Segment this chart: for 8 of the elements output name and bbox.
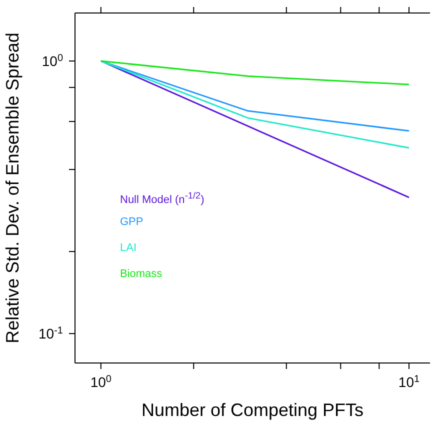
x-axis-title: Number of Competing PFTs [141,400,364,420]
text: Biomass [120,268,162,280]
text: LAI [120,242,137,254]
text: Null Model (n$^{-1/2}$) [120,190,204,206]
y-tick-label: 10$^{-1}$ [38,325,64,342]
text: GPP [120,216,144,228]
x-tick-label: 10$^{1}$ [398,374,420,390]
y-axis-title: Relative Std. Dev. of Ensemble Spread [2,32,22,344]
